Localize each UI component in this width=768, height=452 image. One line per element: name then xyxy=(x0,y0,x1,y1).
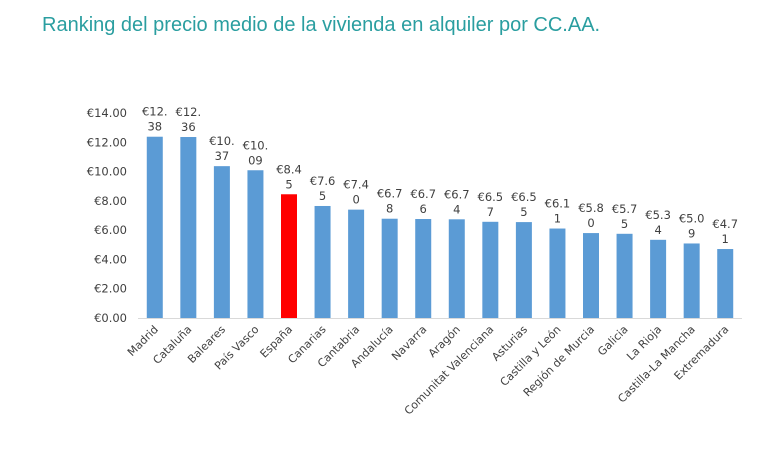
data-label: €6.7 6 xyxy=(410,187,436,216)
y-axis: €0.00 €2.00 €4.00 €6.00 €8.00 €10.00 €12.00 €14… xyxy=(87,106,127,325)
data-label: €6.5 5 xyxy=(511,190,537,219)
bar-13 xyxy=(583,233,599,318)
bar-5 xyxy=(314,205,331,318)
y-tick-label: €14.00 xyxy=(87,106,127,120)
data-label: €10. 09 xyxy=(243,138,269,167)
y-tick-label: €4.00 xyxy=(94,252,127,266)
bar-3 xyxy=(247,170,264,318)
data-labels-group: €12. 38 €12. 36 €10. 37 €10. 09 €8.4 5 €7.6 5 €7.4 0 €… xyxy=(142,105,738,246)
y-tick-label: €10.00 xyxy=(87,165,127,179)
bar-1 xyxy=(180,137,197,318)
category-label: Navarra xyxy=(389,323,429,363)
bar-8 xyxy=(415,219,432,318)
bar-15 xyxy=(650,239,667,318)
data-label: €12. 36 xyxy=(176,105,202,134)
bar-16 xyxy=(683,243,700,318)
data-label: €4.7 1 xyxy=(712,217,738,246)
data-label: €5.7 5 xyxy=(612,202,638,231)
bar-2 xyxy=(213,166,230,318)
bar-7 xyxy=(381,218,398,318)
bar-14 xyxy=(616,233,633,318)
bar-6 xyxy=(348,209,365,318)
data-label: €12. 38 xyxy=(142,105,168,134)
bar-10 xyxy=(482,221,499,318)
y-tick-label: €0.00 xyxy=(94,311,127,325)
data-label: €6.7 8 xyxy=(377,187,403,216)
bar-17 xyxy=(717,249,734,318)
data-label: €5.0 9 xyxy=(679,211,705,240)
chart-title: Ranking del precio medio de la vivienda … xyxy=(42,14,601,36)
data-label: €6.1 1 xyxy=(545,197,571,226)
data-label: €5.3 4 xyxy=(645,208,671,237)
data-label: €7.4 0 xyxy=(343,178,369,207)
bar-11 xyxy=(515,222,532,318)
y-tick-label: €8.00 xyxy=(94,194,127,208)
bar-0 xyxy=(146,136,163,318)
bar-9 xyxy=(448,219,465,318)
bars-group xyxy=(146,136,734,318)
y-tick-label: €6.00 xyxy=(94,223,127,237)
data-label: €7.6 5 xyxy=(310,174,336,203)
y-tick-label: €2.00 xyxy=(94,282,127,296)
data-label: €6.5 7 xyxy=(478,190,504,219)
data-label: €6.7 4 xyxy=(444,187,470,216)
bar-4 xyxy=(281,194,297,318)
bar-12 xyxy=(549,228,566,318)
data-label: €8.4 5 xyxy=(276,162,302,191)
data-label: €10. 37 xyxy=(209,134,235,163)
y-tick-label: €12.00 xyxy=(87,135,127,149)
data-label: €5.8 0 xyxy=(578,201,604,230)
